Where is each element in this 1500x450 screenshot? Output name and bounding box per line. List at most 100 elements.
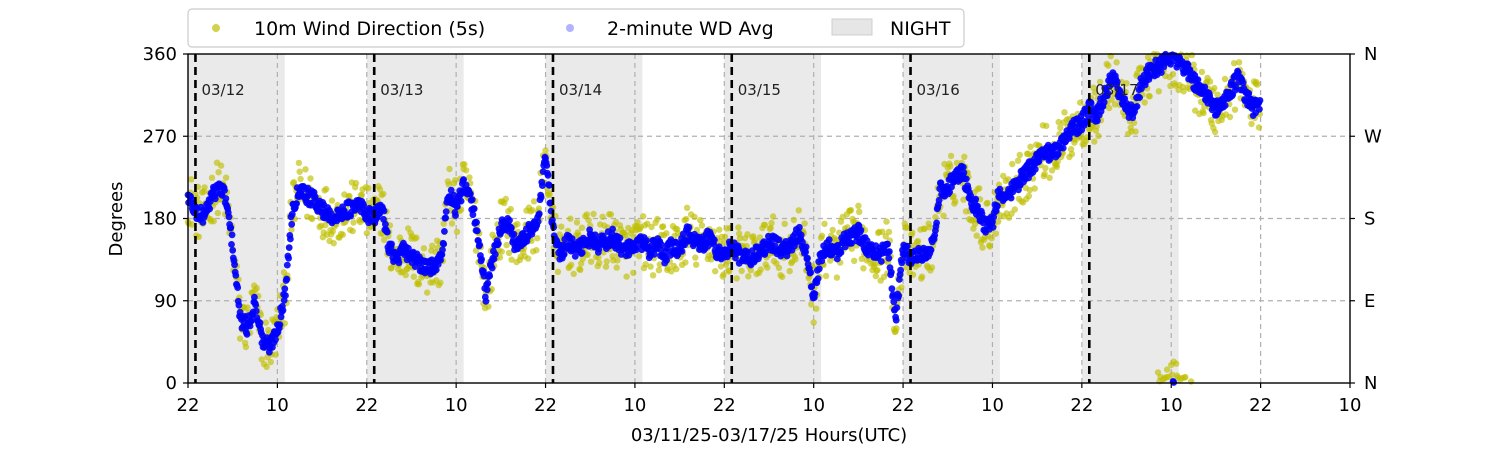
data-point <box>963 175 970 183</box>
data-point <box>263 363 270 370</box>
data-point <box>287 235 294 243</box>
data-point <box>1011 206 1018 213</box>
data-point <box>1053 163 1061 170</box>
data-point <box>1106 104 1113 112</box>
data-point <box>383 228 391 236</box>
data-point <box>201 184 208 191</box>
data-point <box>1187 378 1195 385</box>
x-tick-label-3: 10 <box>445 395 468 416</box>
data-point <box>1201 83 1209 91</box>
data-point <box>251 293 258 301</box>
series-2-minute-avg <box>184 50 1264 386</box>
data-point <box>940 212 947 219</box>
data-point <box>935 196 943 204</box>
axes-layer: 0 90 180 270 360 N E S W N 22 10 22 10 22 10 22 10 22 10 22 1… <box>143 44 1382 416</box>
data-point <box>508 224 515 232</box>
data-point <box>206 205 214 213</box>
data-point <box>1111 101 1119 108</box>
data-point <box>215 169 222 176</box>
x-tick-label-5: 10 <box>623 395 646 416</box>
data-point <box>640 213 647 220</box>
data-point <box>466 174 473 181</box>
data-point <box>1035 157 1043 165</box>
data-point <box>525 255 532 262</box>
data-point <box>1068 150 1076 158</box>
data-point <box>630 269 637 276</box>
data-point <box>796 223 803 231</box>
day-marker-label-1: 03/13 <box>380 81 423 99</box>
data-point <box>1108 96 1115 103</box>
data-point <box>505 249 513 257</box>
data-point <box>678 248 686 255</box>
data-point <box>1211 84 1218 92</box>
data-point <box>1005 176 1012 183</box>
data-point <box>864 251 872 259</box>
data-point <box>1057 124 1064 131</box>
data-point <box>885 228 893 236</box>
data-point <box>439 246 446 254</box>
data-point <box>554 268 562 275</box>
data-point <box>898 259 906 267</box>
data-point <box>473 219 480 226</box>
data-point <box>221 187 229 194</box>
data-point <box>761 221 769 229</box>
data-point <box>1141 99 1148 106</box>
data-point <box>1232 83 1240 91</box>
day-marker-label-4: 03/16 <box>917 81 960 99</box>
data-point <box>1061 109 1068 116</box>
data-point <box>473 227 481 235</box>
data-point <box>242 343 250 351</box>
day-marker-label-5: 03/17 <box>1095 81 1138 99</box>
data-point <box>440 240 448 248</box>
data-point <box>692 254 699 261</box>
data-point <box>453 228 461 235</box>
data-point <box>857 226 865 234</box>
data-point <box>797 231 805 239</box>
data-point <box>360 202 368 209</box>
data-point <box>483 286 491 294</box>
data-point <box>895 292 903 300</box>
data-point <box>717 263 725 270</box>
data-point <box>534 235 541 242</box>
data-point <box>346 192 353 200</box>
data-point <box>904 242 911 250</box>
data-point <box>992 230 999 237</box>
data-point <box>1221 102 1229 109</box>
data-point <box>440 220 447 227</box>
data-point <box>295 159 303 167</box>
data-point <box>821 220 828 227</box>
x-tick-label-4: 22 <box>534 395 557 416</box>
data-point <box>276 321 284 329</box>
data-point <box>926 224 933 231</box>
data-point <box>1180 88 1187 95</box>
data-point <box>1200 109 1207 117</box>
data-point <box>308 215 316 223</box>
data-point <box>482 298 490 305</box>
data-point <box>234 284 242 291</box>
data-point <box>683 215 690 223</box>
data-point <box>445 181 452 188</box>
data-point <box>1059 144 1067 152</box>
data-point <box>813 305 820 312</box>
data-point <box>228 241 235 248</box>
data-point <box>1214 91 1221 98</box>
data-point <box>658 241 665 249</box>
data-point <box>199 219 207 226</box>
data-point <box>959 163 967 171</box>
legend-label-avg: 2-minute WD Avg <box>607 18 774 40</box>
data-point <box>697 217 704 224</box>
data-point <box>811 290 819 298</box>
data-point <box>607 211 615 218</box>
data-point <box>539 182 546 190</box>
data-point <box>1198 68 1206 76</box>
data-point <box>1027 143 1034 150</box>
data-point <box>503 241 510 249</box>
data-point <box>405 244 412 252</box>
data-point <box>1245 89 1253 97</box>
data-point <box>448 220 456 227</box>
data-point <box>380 190 387 198</box>
data-point <box>424 289 431 296</box>
data-point <box>188 221 196 228</box>
data-point <box>885 254 893 262</box>
y-tick-label-360: 360 <box>143 44 177 65</box>
